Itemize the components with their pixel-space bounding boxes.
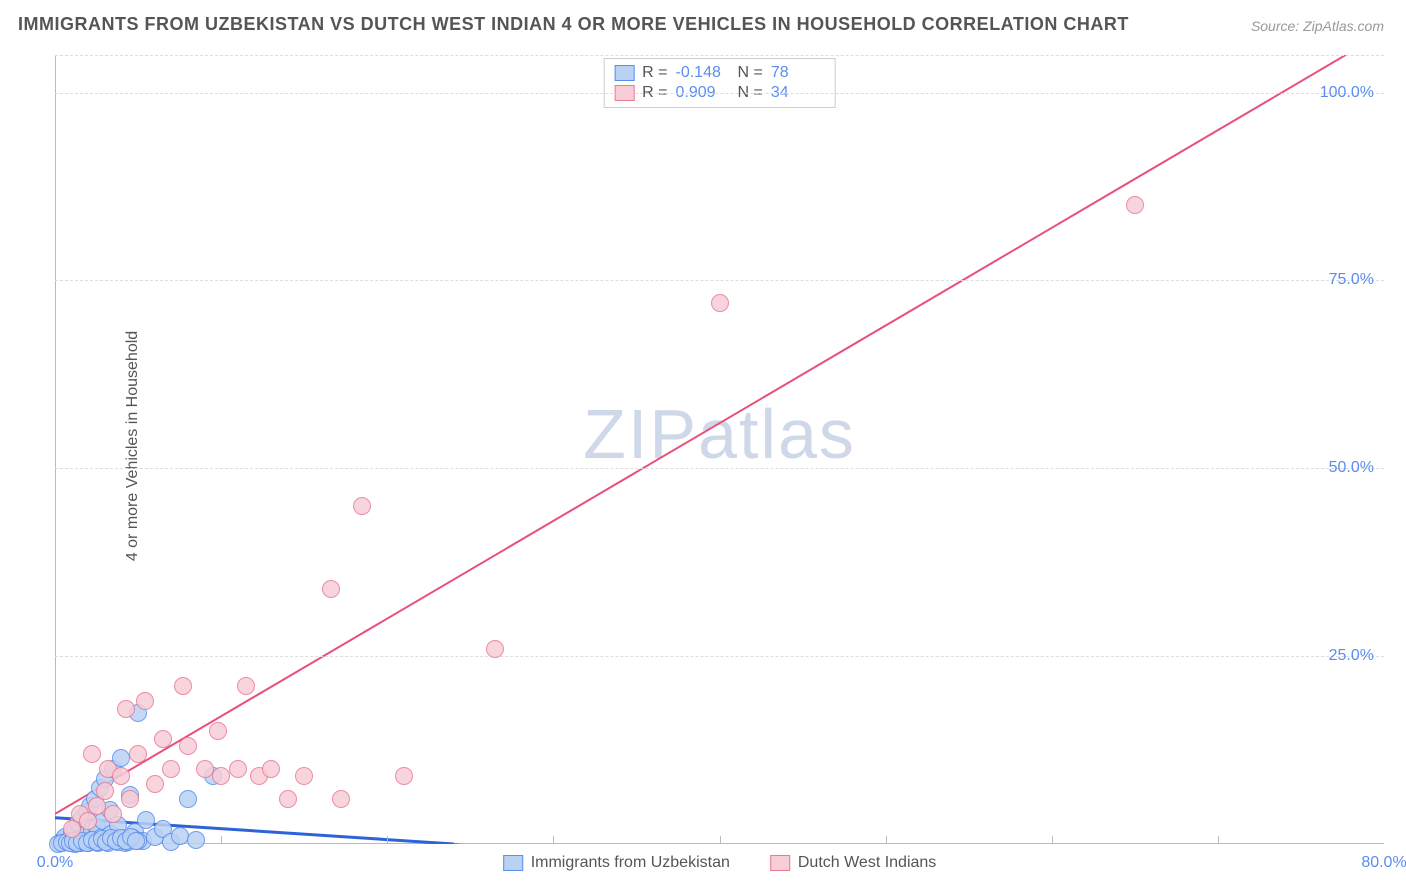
data-point: [146, 775, 164, 793]
source-label: Source: ZipAtlas.com: [1251, 18, 1384, 34]
data-point: [162, 760, 180, 778]
data-point: [127, 832, 145, 850]
data-point: [229, 760, 247, 778]
data-point: [332, 790, 350, 808]
data-point: [112, 767, 130, 785]
y-tick-label: 100.0%: [1320, 84, 1374, 102]
data-point: [154, 730, 172, 748]
data-point: [137, 811, 155, 829]
data-point: [322, 580, 340, 598]
data-point: [171, 827, 189, 845]
r-value-1: -0.148: [676, 64, 730, 82]
legend-item-2: Dutch West Indians: [770, 854, 936, 872]
legend-label-1: Immigrants from Uzbekistan: [531, 854, 730, 872]
chart-title: IMMIGRANTS FROM UZBEKISTAN VS DUTCH WEST…: [18, 14, 1129, 35]
legend-label-2: Dutch West Indians: [798, 854, 936, 872]
data-point: [395, 767, 413, 785]
x-tick-label: 0.0%: [37, 854, 73, 872]
data-point: [212, 767, 230, 785]
legend-item-1: Immigrants from Uzbekistan: [503, 854, 730, 872]
data-point: [279, 790, 297, 808]
data-point: [179, 737, 197, 755]
swatch-icon: [503, 855, 523, 871]
watermark: ZIPatlas: [583, 394, 856, 474]
data-point: [353, 497, 371, 515]
data-point: [187, 831, 205, 849]
data-point: [136, 692, 154, 710]
n-value-1: 78: [771, 64, 825, 82]
data-point: [1126, 196, 1144, 214]
data-point: [237, 677, 255, 695]
data-point: [295, 767, 313, 785]
y-tick-label: 75.0%: [1329, 271, 1374, 289]
data-point: [711, 294, 729, 312]
data-point: [104, 805, 122, 823]
data-point: [179, 790, 197, 808]
data-point: [262, 760, 280, 778]
legend-row-series-1: R = -0.148 N = 78: [614, 63, 825, 83]
swatch-icon: [770, 855, 790, 871]
swatch-icon: [614, 65, 634, 81]
x-tick-label: 80.0%: [1361, 854, 1406, 872]
plot-area: ZIPatlas R = -0.148 N = 78 R = 0.909 N =…: [55, 55, 1384, 844]
data-point: [196, 760, 214, 778]
data-point: [96, 782, 114, 800]
series-legend: Immigrants from Uzbekistan Dutch West In…: [503, 854, 937, 872]
correlation-legend: R = -0.148 N = 78 R = 0.909 N = 34: [603, 58, 836, 108]
data-point: [121, 790, 139, 808]
data-point: [174, 677, 192, 695]
data-point: [209, 722, 227, 740]
y-tick-label: 25.0%: [1329, 647, 1374, 665]
data-point: [83, 745, 101, 763]
data-point: [129, 745, 147, 763]
y-tick-label: 50.0%: [1329, 459, 1374, 477]
data-point: [117, 700, 135, 718]
y-axis: [55, 55, 56, 844]
data-point: [486, 640, 504, 658]
trend-lines: [55, 55, 1384, 844]
